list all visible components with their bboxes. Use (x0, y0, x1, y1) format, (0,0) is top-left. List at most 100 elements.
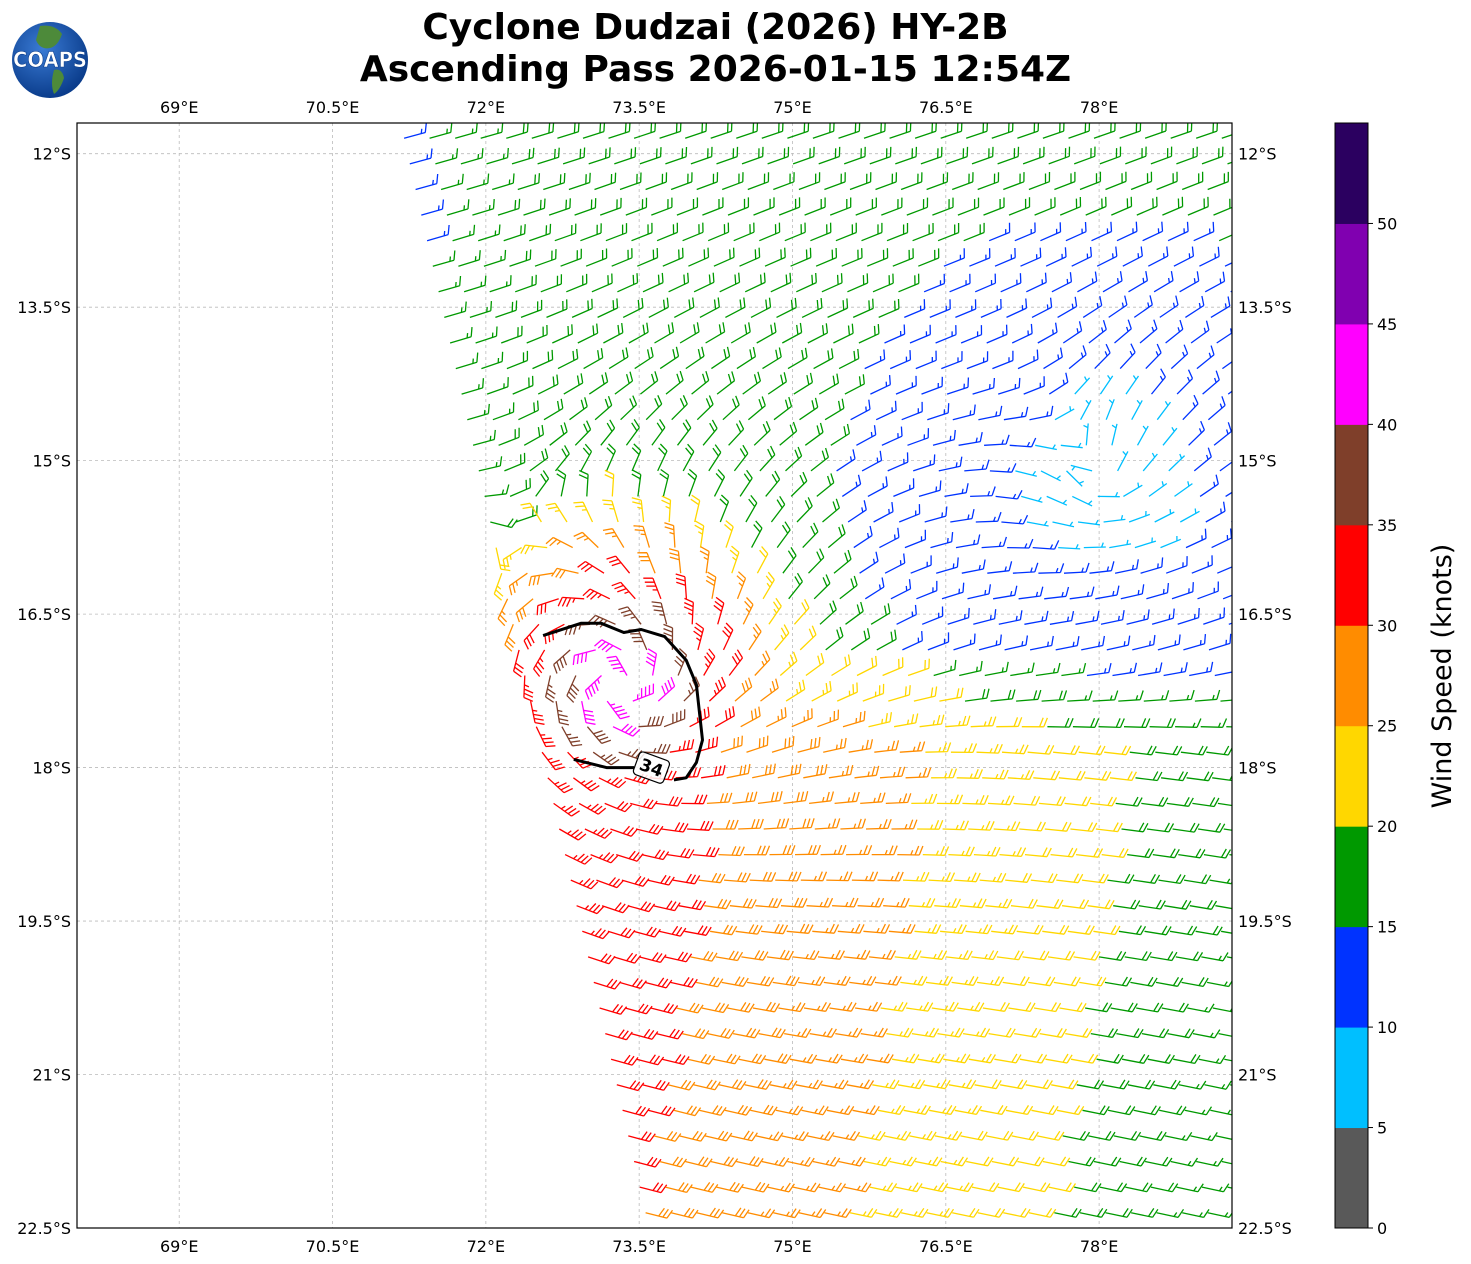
wind-barb (976, 743, 1003, 754)
wind-barb (866, 1053, 894, 1064)
wind-barb (699, 1105, 727, 1116)
wind-barb (679, 322, 700, 344)
colorbar-tick-label: 10 (1377, 1018, 1397, 1037)
wind-barb (739, 469, 753, 497)
wind-barb (702, 419, 718, 446)
wind-barb (1001, 514, 1029, 525)
wind-barb (835, 1027, 863, 1038)
wind-barb (884, 553, 906, 574)
wind-barb (744, 272, 766, 293)
wind-barb (495, 300, 518, 319)
wind-barb (1119, 343, 1136, 370)
wind-barb (1144, 1156, 1173, 1167)
wind-barb (1169, 925, 1198, 936)
wind-barb (916, 580, 938, 600)
wind-barb (1126, 609, 1150, 625)
wind-barb (581, 700, 596, 725)
wind-barb (667, 847, 695, 859)
wind-barb (1026, 520, 1049, 527)
wind-barb (1092, 690, 1119, 702)
wind-barb (877, 871, 904, 882)
wind-barb (849, 1208, 878, 1218)
wind-barb (1021, 495, 1043, 503)
wind-barb (1142, 221, 1164, 242)
wind-barb (518, 400, 539, 421)
wind-barb (733, 444, 749, 472)
wind-barb (606, 443, 616, 472)
x-tick-label-top: 72°E (467, 98, 505, 117)
wind-barb (526, 324, 548, 344)
wind-barb (523, 424, 545, 446)
wind-barb (815, 1053, 843, 1064)
wind-barb (1212, 1007, 1232, 1013)
wind-barb (670, 172, 693, 191)
wind-barb (560, 248, 582, 267)
wind-barb (937, 223, 960, 242)
wind-barb (604, 801, 633, 813)
wind-barb (957, 197, 980, 216)
wind-barb (712, 819, 739, 830)
wind-barb (1116, 1028, 1144, 1039)
wind-barb (1213, 422, 1232, 446)
wind-barb (1099, 375, 1114, 395)
wind-barb (967, 584, 992, 600)
wind-barb (1219, 461, 1232, 472)
wind-barb (1067, 690, 1093, 702)
wind-barb (478, 224, 501, 242)
wind-barb (475, 326, 498, 344)
wind-barb (721, 976, 749, 987)
wind-barb (927, 403, 950, 421)
wind-barb (950, 743, 978, 754)
wind-barb (551, 567, 579, 579)
wind-barb (625, 419, 640, 446)
wind-barb (1199, 474, 1219, 497)
wind-barb (891, 1053, 920, 1064)
wind-barb (545, 502, 568, 523)
wind-barb (767, 372, 788, 395)
wind-barb (937, 1027, 965, 1038)
wind-barb (506, 123, 529, 139)
wind-barb (1006, 298, 1028, 318)
wind-barb (1084, 770, 1112, 781)
wind-barb (809, 1027, 837, 1038)
wind-barb (978, 405, 1003, 421)
wind-barb (1151, 608, 1175, 625)
wind-barb (619, 172, 642, 191)
wind-barb (891, 819, 918, 830)
wind-barb (986, 324, 1008, 344)
wind-barb (970, 486, 996, 498)
wind-barb (852, 1105, 880, 1116)
wind-barb (497, 598, 509, 627)
wind-barb (719, 272, 741, 293)
wind-barb (583, 348, 604, 370)
wind-barb (1227, 1186, 1232, 1189)
wind-barb (812, 923, 840, 934)
wind-barb (614, 147, 637, 165)
wind-barb (713, 469, 726, 497)
wind-barb (1150, 368, 1166, 395)
wind-barb (415, 173, 439, 191)
wind-barb (1195, 925, 1223, 936)
y-tick-label-left: 16.5°S (17, 605, 71, 624)
wind-barb (1184, 1106, 1213, 1116)
wind-barb (805, 653, 825, 677)
wind-barb (1010, 662, 1035, 677)
wind-barb (1139, 1131, 1167, 1142)
wind-barb (735, 924, 763, 935)
wind-barb (818, 1182, 847, 1193)
wind-barb (999, 847, 1027, 858)
wind-barb (966, 1156, 994, 1167)
wind-barb (1242, 322, 1261, 343)
wind-barb (863, 1156, 892, 1167)
wind-barb (830, 423, 851, 446)
wind-barb (1147, 1054, 1175, 1064)
wind-barb (838, 348, 860, 370)
wind-barb (1199, 246, 1220, 267)
colorbar-tick-label: 25 (1377, 717, 1397, 736)
wind-barb (512, 649, 524, 678)
wind-barb (1031, 297, 1053, 318)
wind-barb (1170, 344, 1189, 370)
wind-barb (1187, 1003, 1215, 1013)
wind-barb (529, 223, 552, 242)
wind-barb (821, 273, 843, 293)
